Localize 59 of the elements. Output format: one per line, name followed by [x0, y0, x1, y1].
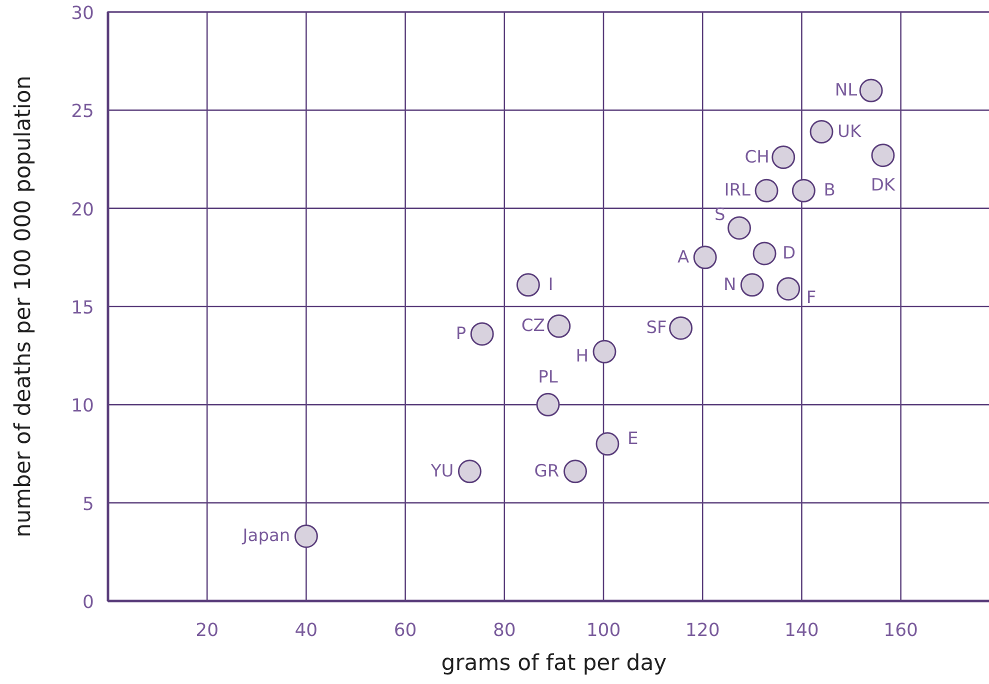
y-tick-label: 25 [71, 101, 94, 122]
point [547, 314, 571, 338]
y-tick-label: 10 [71, 396, 94, 417]
point [536, 392, 560, 416]
point [669, 316, 693, 340]
annotation: SF [646, 318, 667, 338]
point [564, 460, 588, 484]
annotation: E [627, 428, 638, 449]
annotation: S [714, 204, 726, 225]
point [792, 178, 816, 202]
annotation: A [677, 247, 690, 268]
annotation: IRL [724, 180, 752, 201]
y-tick-label: 0 [82, 592, 94, 613]
y-tick-label: 5 [82, 494, 94, 515]
point [752, 242, 776, 266]
point [596, 432, 620, 456]
point [294, 524, 318, 548]
point [516, 273, 540, 297]
annotation: H [576, 346, 588, 367]
annotation: NL [834, 80, 858, 101]
annotation: GR [534, 461, 560, 482]
point [693, 246, 717, 270]
point [592, 340, 616, 364]
x-tick-label: 120 [685, 620, 720, 641]
annotation: B [824, 180, 836, 201]
point [772, 146, 796, 170]
x-tick-label: 100 [586, 620, 621, 641]
annotation: Japan [242, 526, 290, 546]
point [458, 460, 482, 484]
y-tick-label: 20 [71, 199, 94, 220]
x-tick-label: 40 [294, 620, 318, 641]
annotation: N [723, 274, 736, 295]
annotation: CZ [521, 316, 545, 336]
annotation: F [806, 288, 816, 308]
point [754, 178, 778, 202]
x-axis-title: grams of fat per day [441, 651, 667, 676]
annotation: PL [538, 368, 558, 388]
x-tick-label: 140 [784, 620, 819, 641]
annotation: D [782, 243, 796, 264]
annotation: YU [430, 461, 454, 482]
annotation: UK [838, 122, 862, 142]
point [859, 78, 883, 102]
point [728, 216, 752, 240]
point [871, 144, 895, 168]
annotation: P [456, 324, 466, 344]
annotation: CH [744, 147, 770, 168]
y-tick-label: 30 [71, 3, 94, 24]
x-tick-label: 80 [492, 620, 516, 641]
x-tick-label: 160 [884, 620, 918, 641]
y-axis-title: number of deaths per 100 000 population [11, 76, 36, 538]
x-tick-label: 60 [394, 620, 417, 641]
y-tick-label: 15 [71, 298, 94, 318]
annotation: I [548, 274, 554, 295]
x-tick-label: 20 [196, 620, 219, 641]
point [776, 277, 800, 301]
point [740, 273, 764, 297]
point [810, 120, 834, 144]
annotation: DK [870, 175, 896, 196]
point [470, 322, 494, 346]
